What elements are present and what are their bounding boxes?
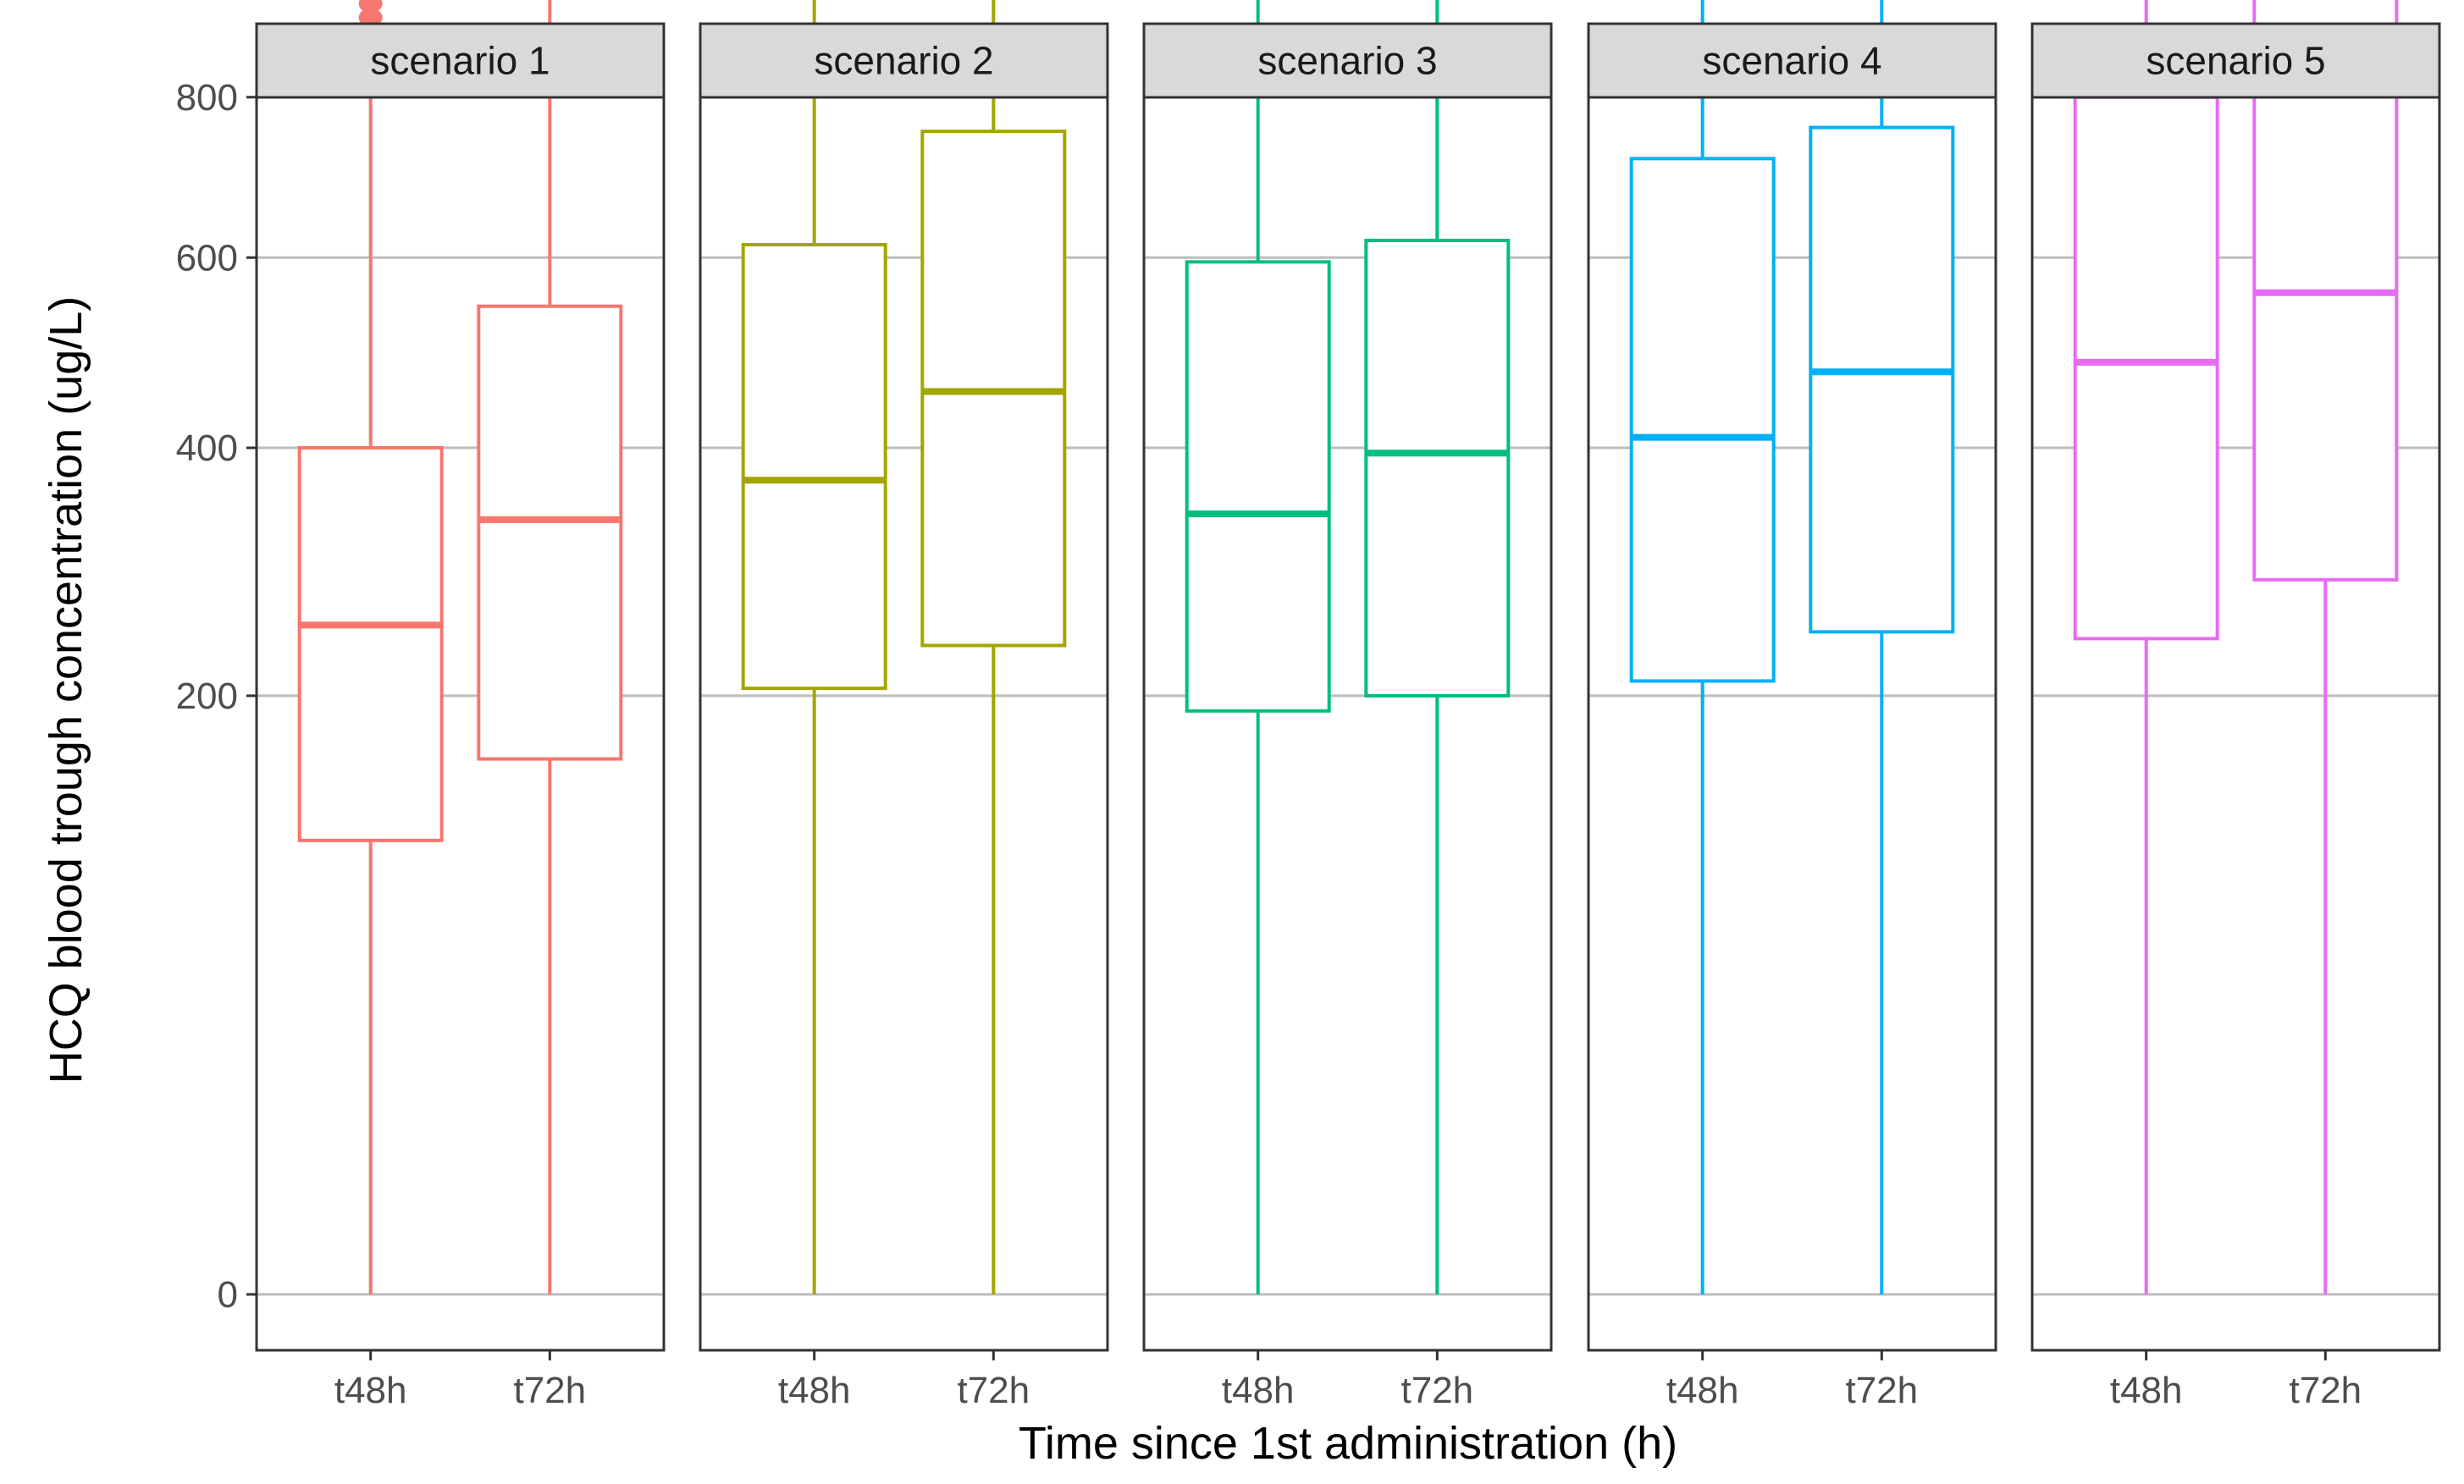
- box-t48h: [741, 0, 887, 1294]
- x-tick-label: t72h: [513, 1370, 586, 1411]
- y-tick-label: 400: [176, 428, 238, 469]
- y-axis: 020040060080010002000: [176, 77, 257, 1316]
- iqr-box: [297, 446, 444, 842]
- iqr-box: [2073, 95, 2219, 641]
- box-t72h: [1809, 0, 1955, 1294]
- box-t72h: [920, 0, 1067, 1294]
- facet-strip: [1142, 22, 1553, 99]
- iqr-box: [477, 304, 623, 761]
- x-tick-label: t72h: [957, 1370, 1030, 1411]
- facet-strip-label: scenario 5: [2146, 39, 2325, 83]
- facet-strip: [2030, 22, 2441, 99]
- y-tick-label: 800: [176, 77, 238, 119]
- iqr-box: [1185, 260, 1331, 713]
- iqr-box: [741, 243, 887, 691]
- facet-panel: t48h t72h scenario 2: [699, 0, 1109, 1411]
- x-tick-label: t48h: [334, 1370, 407, 1411]
- facet-strip: [1587, 22, 1997, 99]
- x-axis-title: Time since 1st administration (h): [1019, 1418, 1677, 1469]
- x-tick-label: t72h: [2289, 1370, 2362, 1411]
- facet-panel: t48h t72h scenario 4: [1587, 0, 1997, 1411]
- iqr-box: [1629, 157, 1776, 683]
- x-tick-label: t48h: [2110, 1370, 2183, 1411]
- facet-strip-label: scenario 1: [370, 39, 550, 83]
- box-t48h: [297, 0, 444, 1294]
- box-t48h: [1185, 0, 1331, 1294]
- box-t72h: [1364, 0, 1511, 1294]
- facet-panel: t48h t72h scenario 5: [2030, 0, 2441, 1411]
- y-tick-label: 0: [218, 1274, 238, 1316]
- x-tick-label: t48h: [1666, 1370, 1739, 1411]
- outlier-point: [358, 0, 383, 14]
- iqr-box: [1809, 125, 1955, 634]
- box-t48h: [2073, 0, 2219, 1294]
- box-t48h: [1629, 0, 1776, 1294]
- x-tick-label: t48h: [1222, 1370, 1295, 1411]
- facet-panel: t48h t72h scenario 3: [1142, 0, 1553, 1411]
- facet-strip: [255, 22, 666, 99]
- facet-strip-label: scenario 4: [1702, 39, 1881, 83]
- facet-strip-label: scenario 2: [814, 39, 993, 83]
- outlier-point: [358, 8, 383, 27]
- facet-strip: [699, 22, 1109, 99]
- y-axis-title: HCQ blood trough concentration (ug/L): [41, 296, 91, 1084]
- box-t72h: [477, 0, 623, 1294]
- x-tick-label: t48h: [778, 1370, 851, 1411]
- x-tick-label: t72h: [1401, 1370, 1473, 1411]
- y-tick-label: 600: [176, 237, 238, 279]
- y-tick-label: 200: [176, 676, 238, 717]
- facet-strip-label: scenario 3: [1257, 39, 1437, 83]
- iqr-box: [1364, 239, 1511, 698]
- x-tick-label: t72h: [1845, 1370, 1918, 1411]
- facet-panel: t48h t72h scenario 1: [255, 0, 666, 1411]
